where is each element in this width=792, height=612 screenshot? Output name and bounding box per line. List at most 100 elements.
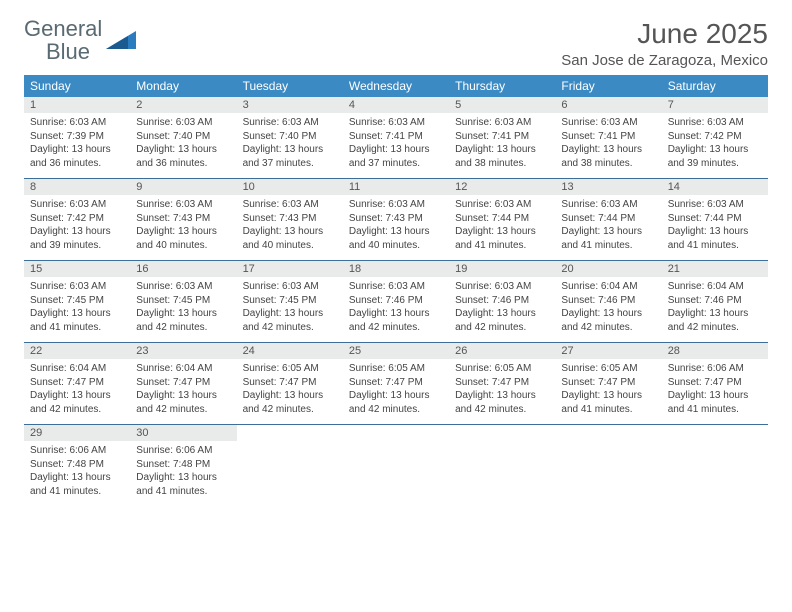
day-details: Sunrise: 6:03 AMSunset: 7:42 PMDaylight:…	[662, 113, 768, 178]
day-number: 9	[130, 179, 236, 195]
day-details: Sunrise: 6:03 AMSunset: 7:40 PMDaylight:…	[130, 113, 236, 178]
calendar-day-cell: 9Sunrise: 6:03 AMSunset: 7:43 PMDaylight…	[130, 179, 236, 261]
calendar-day-cell: 16Sunrise: 6:03 AMSunset: 7:45 PMDayligh…	[130, 261, 236, 343]
day-details: Sunrise: 6:03 AMSunset: 7:44 PMDaylight:…	[555, 195, 661, 260]
calendar-day-cell: 8Sunrise: 6:03 AMSunset: 7:42 PMDaylight…	[24, 179, 130, 261]
calendar-day-cell: 23Sunrise: 6:04 AMSunset: 7:47 PMDayligh…	[130, 343, 236, 425]
calendar-day-cell: 28Sunrise: 6:06 AMSunset: 7:47 PMDayligh…	[662, 343, 768, 425]
day-details: Sunrise: 6:03 AMSunset: 7:45 PMDaylight:…	[24, 277, 130, 342]
calendar-week-row: 22Sunrise: 6:04 AMSunset: 7:47 PMDayligh…	[24, 343, 768, 425]
calendar-day-cell: 4Sunrise: 6:03 AMSunset: 7:41 PMDaylight…	[343, 97, 449, 179]
day-number: 30	[130, 425, 236, 441]
weekday-header: Thursday	[449, 75, 555, 97]
calendar-day-cell: 18Sunrise: 6:03 AMSunset: 7:46 PMDayligh…	[343, 261, 449, 343]
day-details: Sunrise: 6:03 AMSunset: 7:41 PMDaylight:…	[343, 113, 449, 178]
day-number: 3	[237, 97, 343, 113]
day-number: 1	[24, 97, 130, 113]
calendar-day-cell: 17Sunrise: 6:03 AMSunset: 7:45 PMDayligh…	[237, 261, 343, 343]
calendar-day-cell	[662, 425, 768, 507]
calendar-day-cell	[449, 425, 555, 507]
calendar-day-cell: 7Sunrise: 6:03 AMSunset: 7:42 PMDaylight…	[662, 97, 768, 179]
calendar-day-cell: 6Sunrise: 6:03 AMSunset: 7:41 PMDaylight…	[555, 97, 661, 179]
day-details: Sunrise: 6:05 AMSunset: 7:47 PMDaylight:…	[555, 359, 661, 424]
day-number: 22	[24, 343, 130, 359]
calendar-day-cell	[237, 425, 343, 507]
calendar-week-row: 15Sunrise: 6:03 AMSunset: 7:45 PMDayligh…	[24, 261, 768, 343]
location: San Jose de Zaragoza, Mexico	[561, 52, 768, 69]
calendar-day-cell: 3Sunrise: 6:03 AMSunset: 7:40 PMDaylight…	[237, 97, 343, 179]
day-details: Sunrise: 6:03 AMSunset: 7:42 PMDaylight:…	[24, 195, 130, 260]
day-number: 7	[662, 97, 768, 113]
day-details: Sunrise: 6:03 AMSunset: 7:45 PMDaylight:…	[237, 277, 343, 342]
calendar-day-cell: 14Sunrise: 6:03 AMSunset: 7:44 PMDayligh…	[662, 179, 768, 261]
calendar-week-row: 29Sunrise: 6:06 AMSunset: 7:48 PMDayligh…	[24, 425, 768, 507]
weekday-header: Saturday	[662, 75, 768, 97]
day-details: Sunrise: 6:04 AMSunset: 7:47 PMDaylight:…	[130, 359, 236, 424]
weekday-header-row: Sunday Monday Tuesday Wednesday Thursday…	[24, 75, 768, 97]
day-number: 20	[555, 261, 661, 277]
calendar-day-cell: 27Sunrise: 6:05 AMSunset: 7:47 PMDayligh…	[555, 343, 661, 425]
calendar-table: Sunday Monday Tuesday Wednesday Thursday…	[24, 75, 768, 506]
day-number: 17	[237, 261, 343, 277]
day-number: 23	[130, 343, 236, 359]
calendar-day-cell: 25Sunrise: 6:05 AMSunset: 7:47 PMDayligh…	[343, 343, 449, 425]
weekday-header: Friday	[555, 75, 661, 97]
day-number: 28	[662, 343, 768, 359]
day-details: Sunrise: 6:03 AMSunset: 7:43 PMDaylight:…	[130, 195, 236, 260]
title-block: June 2025 San Jose de Zaragoza, Mexico	[561, 18, 768, 69]
day-number: 26	[449, 343, 555, 359]
calendar-day-cell: 15Sunrise: 6:03 AMSunset: 7:45 PMDayligh…	[24, 261, 130, 343]
header: General Blue June 2025 San Jose de Zarag…	[24, 18, 768, 69]
calendar-day-cell: 26Sunrise: 6:05 AMSunset: 7:47 PMDayligh…	[449, 343, 555, 425]
day-details: Sunrise: 6:03 AMSunset: 7:43 PMDaylight:…	[237, 195, 343, 260]
logo-text-1: General	[24, 16, 102, 41]
day-number: 10	[237, 179, 343, 195]
weekday-header: Wednesday	[343, 75, 449, 97]
calendar-day-cell: 19Sunrise: 6:03 AMSunset: 7:46 PMDayligh…	[449, 261, 555, 343]
day-details: Sunrise: 6:05 AMSunset: 7:47 PMDaylight:…	[449, 359, 555, 424]
day-details: Sunrise: 6:03 AMSunset: 7:43 PMDaylight:…	[343, 195, 449, 260]
calendar-day-cell: 2Sunrise: 6:03 AMSunset: 7:40 PMDaylight…	[130, 97, 236, 179]
logo: General Blue	[24, 18, 136, 64]
day-number: 6	[555, 97, 661, 113]
day-details: Sunrise: 6:03 AMSunset: 7:40 PMDaylight:…	[237, 113, 343, 178]
day-number: 18	[343, 261, 449, 277]
day-number: 5	[449, 97, 555, 113]
calendar-day-cell: 22Sunrise: 6:04 AMSunset: 7:47 PMDayligh…	[24, 343, 130, 425]
day-number: 27	[555, 343, 661, 359]
calendar-day-cell: 21Sunrise: 6:04 AMSunset: 7:46 PMDayligh…	[662, 261, 768, 343]
day-number: 24	[237, 343, 343, 359]
day-details: Sunrise: 6:04 AMSunset: 7:47 PMDaylight:…	[24, 359, 130, 424]
day-number: 14	[662, 179, 768, 195]
weekday-header: Monday	[130, 75, 236, 97]
day-details: Sunrise: 6:03 AMSunset: 7:46 PMDaylight:…	[343, 277, 449, 342]
day-number: 2	[130, 97, 236, 113]
day-number: 21	[662, 261, 768, 277]
day-details: Sunrise: 6:04 AMSunset: 7:46 PMDaylight:…	[662, 277, 768, 342]
day-number: 4	[343, 97, 449, 113]
day-details: Sunrise: 6:03 AMSunset: 7:46 PMDaylight:…	[449, 277, 555, 342]
calendar-day-cell: 5Sunrise: 6:03 AMSunset: 7:41 PMDaylight…	[449, 97, 555, 179]
calendar-day-cell: 1Sunrise: 6:03 AMSunset: 7:39 PMDaylight…	[24, 97, 130, 179]
calendar-day-cell: 12Sunrise: 6:03 AMSunset: 7:44 PMDayligh…	[449, 179, 555, 261]
calendar-week-row: 8Sunrise: 6:03 AMSunset: 7:42 PMDaylight…	[24, 179, 768, 261]
day-number: 25	[343, 343, 449, 359]
day-details: Sunrise: 6:06 AMSunset: 7:47 PMDaylight:…	[662, 359, 768, 424]
day-number: 15	[24, 261, 130, 277]
day-details: Sunrise: 6:03 AMSunset: 7:44 PMDaylight:…	[449, 195, 555, 260]
day-details: Sunrise: 6:03 AMSunset: 7:41 PMDaylight:…	[449, 113, 555, 178]
day-details: Sunrise: 6:04 AMSunset: 7:46 PMDaylight:…	[555, 277, 661, 342]
day-details: Sunrise: 6:05 AMSunset: 7:47 PMDaylight:…	[237, 359, 343, 424]
day-details: Sunrise: 6:05 AMSunset: 7:47 PMDaylight:…	[343, 359, 449, 424]
month-title: June 2025	[561, 18, 768, 50]
day-details: Sunrise: 6:03 AMSunset: 7:44 PMDaylight:…	[662, 195, 768, 260]
day-details: Sunrise: 6:06 AMSunset: 7:48 PMDaylight:…	[24, 441, 130, 506]
weekday-header: Sunday	[24, 75, 130, 97]
day-number: 29	[24, 425, 130, 441]
weekday-header: Tuesday	[237, 75, 343, 97]
day-details: Sunrise: 6:03 AMSunset: 7:39 PMDaylight:…	[24, 113, 130, 178]
calendar-day-cell: 24Sunrise: 6:05 AMSunset: 7:47 PMDayligh…	[237, 343, 343, 425]
calendar-day-cell	[555, 425, 661, 507]
day-number: 11	[343, 179, 449, 195]
calendar-day-cell: 29Sunrise: 6:06 AMSunset: 7:48 PMDayligh…	[24, 425, 130, 507]
